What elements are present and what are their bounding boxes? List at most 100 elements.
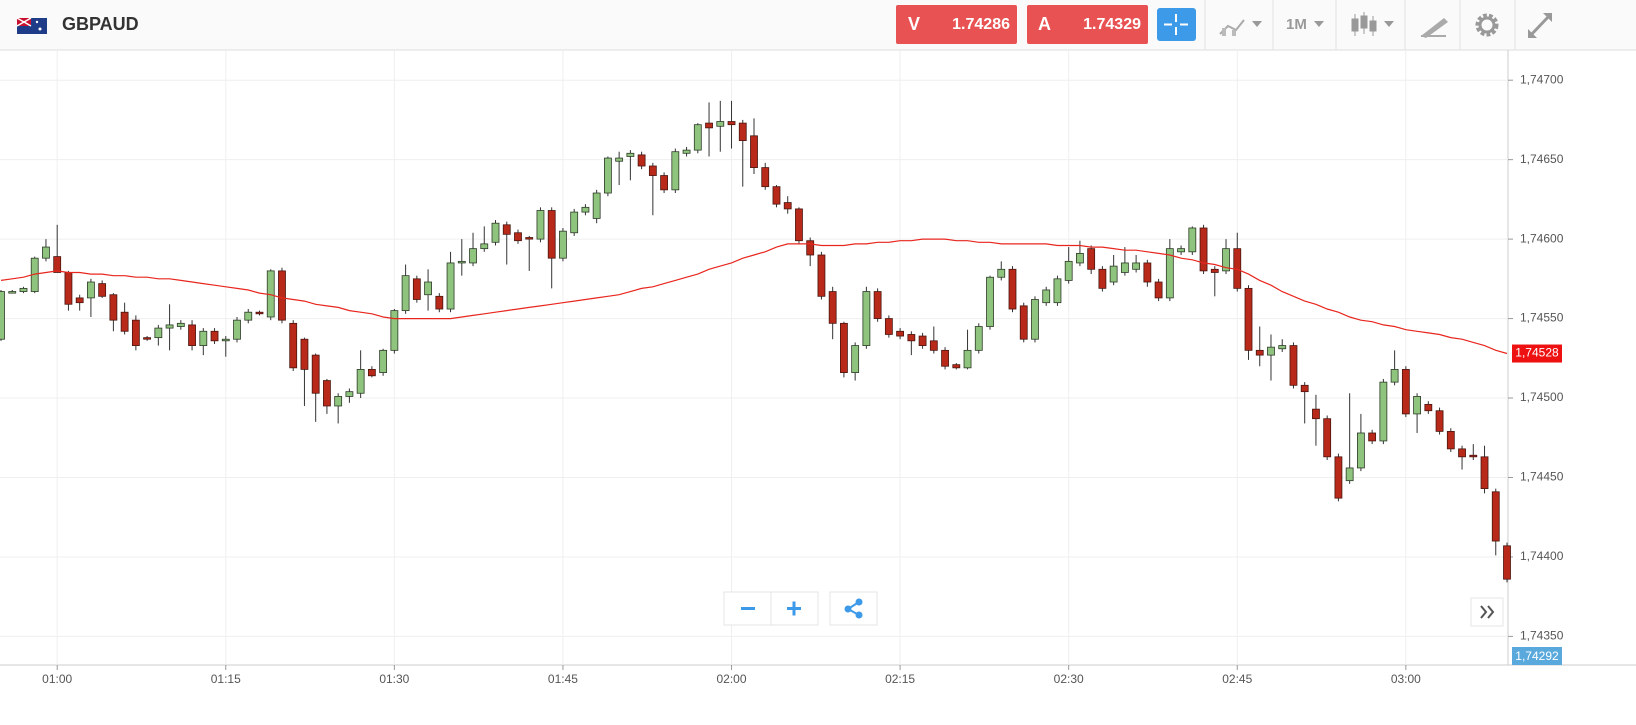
chart-type-button[interactable]	[1351, 12, 1394, 36]
candle-body	[1188, 227, 1197, 253]
candle-body	[0, 291, 5, 340]
candle-body	[311, 354, 320, 394]
candle-body	[941, 349, 949, 367]
candle-body	[176, 322, 185, 327]
share-button[interactable]	[829, 591, 878, 626]
candle-body	[592, 192, 601, 219]
candle-body	[334, 396, 343, 407]
candle-body	[143, 337, 152, 340]
candle-body	[1446, 430, 1455, 450]
candle-body	[188, 324, 196, 346]
settings-button[interactable]	[1475, 13, 1499, 37]
candle-body	[300, 338, 309, 370]
candle-body	[120, 311, 129, 332]
candle-body	[986, 276, 994, 327]
candle-body	[1278, 345, 1287, 350]
candle-body	[98, 283, 107, 297]
candle-body	[1019, 305, 1028, 340]
moving-average-line	[0, 238, 1508, 355]
y-tick-label: 1,74700	[1520, 72, 1564, 86]
candle-body	[64, 272, 73, 305]
candle-body	[323, 380, 331, 407]
candle-body	[952, 364, 961, 369]
candle-body	[1199, 227, 1208, 272]
sell-button[interactable]: V 1.74286	[896, 5, 1017, 44]
y-tick-label: 1,74650	[1520, 152, 1564, 166]
candle-body	[1379, 381, 1388, 442]
timeframe-button[interactable]: 1M	[1286, 16, 1324, 33]
indicator-button[interactable]	[1219, 19, 1262, 36]
symbol: GBPAUD	[62, 14, 139, 34]
current-price-label: 1,74292	[1515, 649, 1559, 663]
candle-body	[412, 278, 421, 300]
x-tick-label: 02:00	[717, 672, 747, 686]
candle-body	[1424, 403, 1433, 412]
candle-body	[1109, 265, 1118, 283]
y-tick-label: 1,74500	[1520, 390, 1564, 404]
candle-body	[918, 335, 927, 346]
candle-body	[199, 330, 208, 346]
timeframe: 1M	[1286, 16, 1307, 33]
candle-body	[761, 167, 770, 188]
candle-body	[87, 281, 95, 299]
candle-body	[974, 326, 983, 351]
moving-average-label: 1,74528	[1515, 346, 1559, 360]
zoom-out-button[interactable]	[723, 591, 772, 626]
candle-body	[457, 260, 466, 264]
candle-body	[1255, 349, 1264, 356]
candle-body	[1064, 260, 1073, 281]
candle-body	[1053, 278, 1062, 304]
candle-body	[278, 270, 286, 321]
x-tick-label: 02:45	[1222, 672, 1252, 686]
candle-body	[221, 338, 230, 342]
candle-body	[1076, 253, 1084, 264]
scroll-latest-button[interactable]	[1470, 597, 1504, 627]
candle-body	[109, 294, 118, 321]
candle-body	[1042, 289, 1051, 304]
fullscreen-button[interactable]	[1528, 13, 1552, 38]
candle-body	[615, 157, 624, 162]
candle-body	[379, 349, 388, 373]
candle-body	[671, 151, 680, 191]
candle-body	[345, 391, 354, 397]
candle-body	[1289, 345, 1298, 386]
candle-body	[8, 291, 17, 294]
candle-body	[424, 281, 432, 296]
candle-body	[289, 322, 298, 369]
candle-body	[1222, 248, 1230, 272]
x-tick-label: 02:30	[1054, 672, 1084, 686]
candle-body	[1177, 248, 1185, 253]
candle-body	[884, 318, 893, 335]
candle-body	[806, 240, 815, 256]
drawing-button[interactable]	[1421, 18, 1448, 38]
x-tick-label: 02:15	[885, 672, 915, 686]
candle-body	[1087, 248, 1096, 270]
crosshair-button[interactable]	[1157, 8, 1196, 41]
candle-body	[131, 319, 140, 346]
candle-body	[514, 232, 522, 242]
candle-body	[469, 248, 477, 264]
candle-body	[1503, 545, 1511, 580]
x-tick-label: 01:00	[42, 672, 72, 686]
zoom-in-button[interactable]	[770, 591, 819, 626]
x-tick-label: 01:30	[379, 672, 409, 686]
candle-body	[75, 297, 84, 304]
candle-body	[896, 330, 905, 337]
candle-body	[1008, 268, 1017, 310]
buy-button[interactable]: A 1.74329	[1027, 5, 1148, 44]
candle-body	[738, 122, 747, 141]
y-tick-label: 1,74600	[1520, 231, 1564, 245]
candle-body	[1323, 418, 1332, 458]
candle-body	[840, 322, 848, 373]
candle-body	[851, 345, 860, 373]
sell-price: 1.74286	[952, 16, 1010, 33]
candle-body	[1480, 456, 1489, 490]
candle-body	[1300, 384, 1309, 393]
candle-body	[401, 275, 410, 312]
x-tick-label: 01:15	[211, 672, 241, 686]
candle-body	[446, 262, 455, 310]
candle-body	[648, 165, 657, 176]
candle-body	[233, 319, 241, 340]
candle-body	[581, 206, 590, 213]
